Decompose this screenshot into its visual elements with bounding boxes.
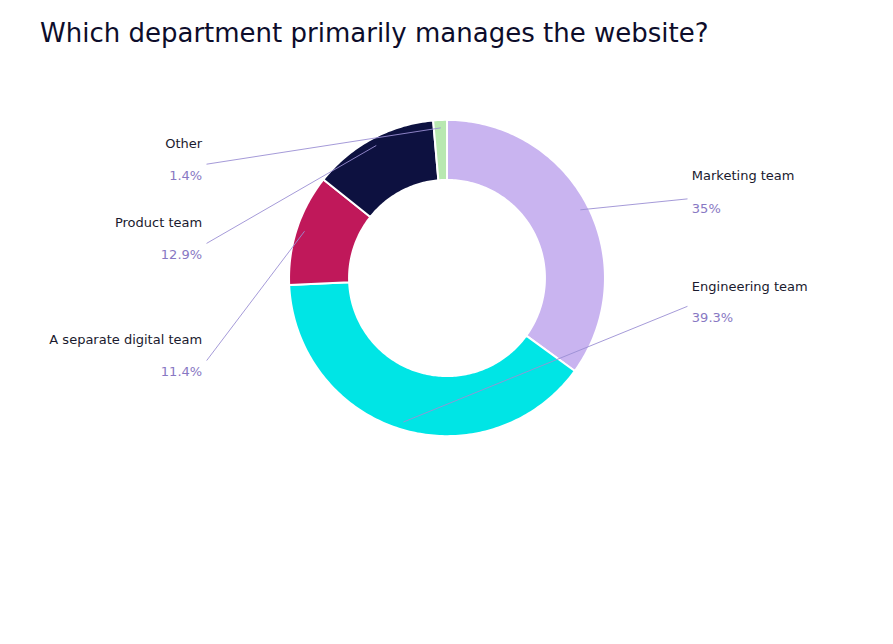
html-text:Which department primarily man: Which department primarily manages the w… [40,18,709,48]
svg-text:1.4%: 1.4% [169,168,202,183]
svg-text:11.4%: 11.4% [161,364,202,379]
svg-text:A separate digital team: A separate digital team [49,332,202,347]
svg-text:Product team: Product team [115,215,202,230]
svg-text:Marketing team: Marketing team [692,168,795,183]
svg-text:12.9%: 12.9% [161,247,202,262]
svg-text:39.3%: 39.3% [692,310,733,325]
svg-text:Other: Other [165,136,203,151]
svg-text:Engineering team: Engineering team [692,279,808,294]
svg-text:35%: 35% [692,201,721,216]
